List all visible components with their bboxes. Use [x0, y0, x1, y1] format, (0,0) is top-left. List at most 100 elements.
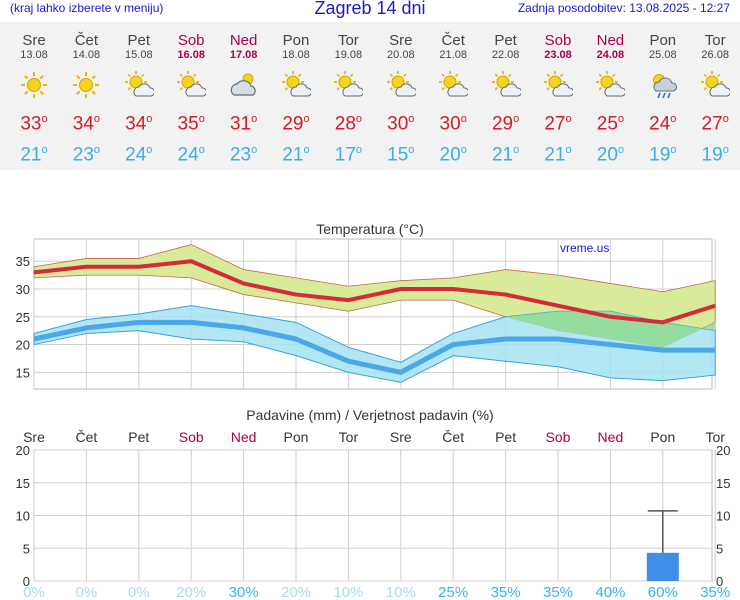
day-name: Pon — [282, 32, 310, 49]
day-date: 24.08 — [596, 49, 625, 61]
day-name: Čet — [441, 32, 465, 49]
page-title: Zagreb 14 dni — [314, 0, 426, 18]
x-day-label: Pon — [650, 429, 675, 445]
max-temp: 35o — [177, 113, 205, 135]
day-name: Pet — [494, 32, 517, 49]
day-column: Sob 23.08 27o 21o — [532, 22, 584, 167]
sun-cloud-icon — [701, 71, 731, 97]
max-temp: 30o — [439, 113, 467, 135]
daily-forecast-panel: Sre 13.08 33o 21o Čet 14.08 34o 23o Pet 15.08 34o 2… — [0, 22, 740, 170]
precip-probability-label: 20% — [281, 584, 311, 600]
min-temp: 15o — [387, 144, 415, 166]
sun-icon — [73, 72, 100, 98]
max-temp: 33o — [20, 113, 48, 135]
y-tick-label-left: 5 — [23, 541, 30, 556]
precip-probability-label: 40% — [595, 584, 625, 600]
day-name: Tor — [337, 32, 359, 49]
max-temp: 31o — [229, 113, 258, 135]
day-date: 22.08 — [491, 49, 520, 61]
day-date: 13.08 — [20, 49, 48, 61]
precip-probability-label: 10% — [333, 584, 363, 600]
min-temp: 19o — [701, 144, 729, 166]
day-name: Sob — [544, 32, 572, 49]
day-name: Sre — [389, 32, 413, 49]
max-temp: 28o — [334, 113, 363, 135]
x-day-label: Sob — [179, 429, 204, 445]
day-name: Ned — [596, 32, 625, 49]
day-column: Pet 15.08 34o 24o — [113, 22, 165, 167]
x-day-label: Sre — [23, 429, 45, 445]
y-tick-label-right: 0 — [716, 574, 723, 589]
day-column: Ned 24.08 25o 20o — [584, 22, 636, 167]
precip-probability-label: 20% — [176, 584, 206, 600]
min-temp: 23o — [229, 144, 258, 166]
min-temp: 21o — [20, 144, 48, 166]
min-temp-line — [33, 319, 716, 375]
day-name: Čet — [74, 32, 99, 49]
precip-probability-label: 25% — [438, 584, 468, 600]
location-menu-hint[interactable]: (kraj lahko izberete v meniju) — [10, 1, 164, 15]
max-temp: 25o — [596, 113, 625, 135]
precip-probability-label: 35% — [543, 584, 573, 600]
day-date: 14.08 — [72, 49, 101, 61]
day-date: 17.08 — [229, 49, 258, 61]
watermark: vreme.us — [560, 241, 609, 255]
day-date: 19.08 — [334, 49, 363, 61]
precip-probability-label: 35% — [491, 584, 521, 600]
precip-probability-label: 0% — [128, 584, 150, 600]
header-bar: (kraj lahko izberete v meniju) Zagreb 14… — [0, 0, 740, 20]
day-column: Sre 20.08 30o 15o — [375, 22, 427, 167]
last-update: Zadnja posodobitev: 13.08.2025 - 12:27 — [517, 1, 730, 15]
day-date: 15.08 — [125, 49, 153, 61]
x-day-label: Tor — [339, 429, 359, 445]
max-temp: 27o — [544, 113, 572, 135]
day-name: Sob — [177, 32, 205, 49]
min-temp: 23o — [72, 144, 101, 166]
day-column: Pon 25.08 24o 19o — [637, 22, 689, 167]
precip-probability-label: 10% — [386, 584, 416, 600]
day-date: 20.08 — [387, 49, 415, 61]
precip-chart-title: Padavine (mm) / Verjetnost padavin (%) — [246, 407, 493, 423]
sun-cloud-icon — [439, 71, 469, 97]
day-column: Čet 21.08 30o 20o — [427, 22, 479, 167]
day-column: Ned 17.08 31o 23o — [218, 22, 270, 167]
day-date: 25.08 — [649, 49, 677, 61]
sun-icon — [21, 72, 47, 98]
min-temp: 21o — [491, 144, 520, 166]
min-temp: 20o — [596, 144, 625, 166]
cloud-sun-icon — [230, 73, 256, 96]
y-tick-label-right: 10 — [716, 509, 730, 524]
precip-probability-label: 35% — [700, 584, 730, 600]
x-day-label: Pet — [495, 429, 516, 445]
sun-cloud-icon — [596, 71, 626, 97]
day-date: 16.08 — [177, 49, 205, 61]
sun-cloud-icon — [491, 71, 521, 97]
sun-cloud-icon — [386, 71, 416, 97]
max-temp: 24o — [649, 113, 677, 135]
y-tick-label: 25 — [16, 310, 30, 325]
day-name: Pon — [649, 32, 677, 49]
day-name: Ned — [229, 32, 258, 49]
x-day-label: Čet — [442, 429, 464, 445]
day-date: 23.08 — [544, 49, 572, 61]
x-day-label: Tor — [705, 429, 725, 445]
y-tick-label-left: 10 — [16, 509, 30, 524]
y-tick-label-left: 15 — [16, 476, 30, 491]
temperature-chart-title: Temperatura (°C) — [316, 221, 424, 237]
max-temp: 30o — [387, 113, 415, 135]
sun-cloud-icon — [282, 71, 311, 97]
y-tick-label-right: 20 — [716, 443, 730, 458]
y-tick-label: 20 — [16, 338, 30, 353]
day-column: Pon 18.08 29o 21o — [270, 22, 322, 167]
min-temp: 17o — [334, 144, 363, 166]
min-temp: 21o — [282, 144, 310, 166]
y-tick-label-left: 20 — [16, 443, 30, 458]
precip-probability-label: 0% — [23, 584, 45, 600]
day-column: Čet 14.08 34o 23o — [60, 22, 112, 167]
max-temp: 29o — [282, 113, 310, 135]
precip-probability-label: 0% — [76, 584, 98, 600]
day-name: Sre — [22, 32, 46, 49]
x-day-label: Čet — [76, 429, 98, 445]
day-date: 26.08 — [701, 49, 729, 61]
